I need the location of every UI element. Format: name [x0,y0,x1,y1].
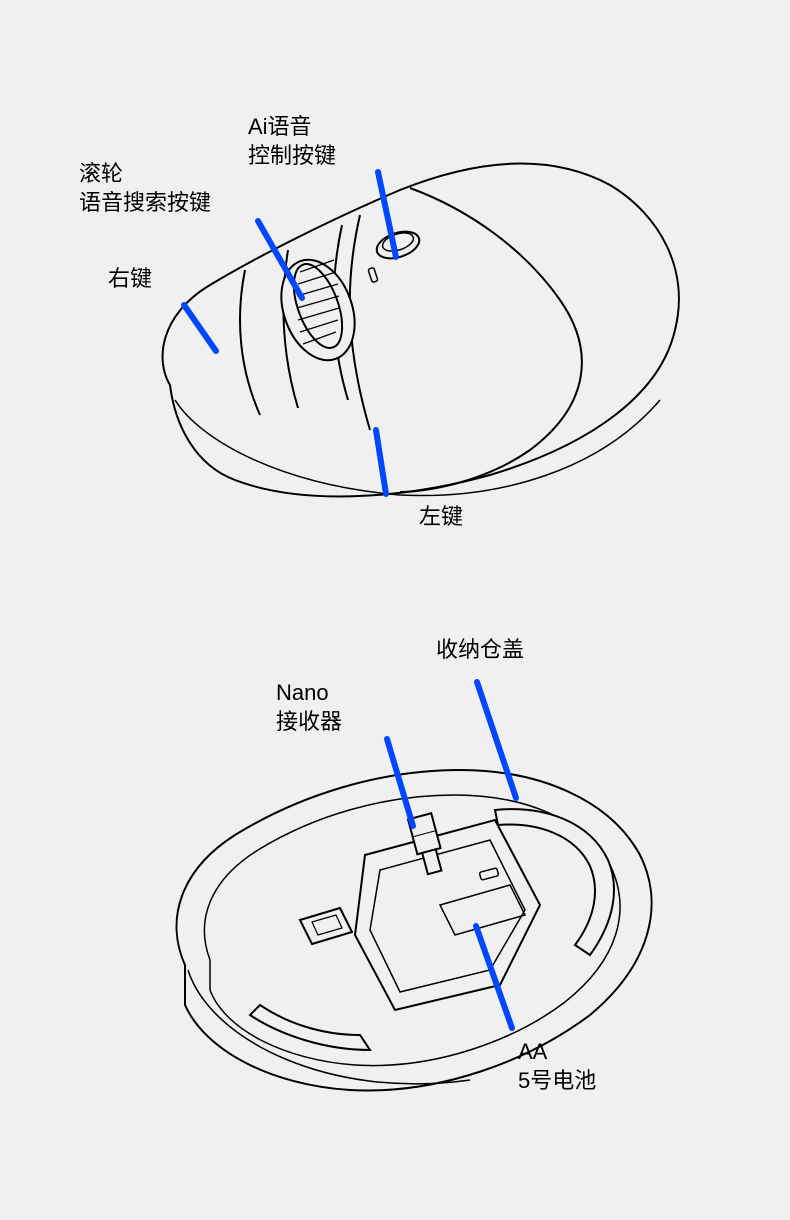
diagram-canvas: Ai语音 控制按键 滚轮 语音搜索按键 右键 左键 收纳仓盖 Nano 接收器 … [0,0,790,1220]
label-scroll: 滚轮 语音搜索按键 [79,160,211,217]
leader-scroll [258,221,302,298]
label-receiver: Nano 接收器 [276,679,342,736]
label-left-button: 左键 [419,503,463,532]
leader-receiver [387,739,413,826]
label-right-button: 右键 [108,265,152,294]
leader-right-btn [184,305,216,351]
label-ai-voice: Ai语音 控制按键 [248,113,336,170]
leader-cover [477,682,516,798]
label-battery: AA 5号电池 [518,1038,596,1095]
leader-battery [476,926,512,1028]
leader-ai-voice [378,172,396,257]
label-cover: 收纳仓盖 [436,636,524,665]
leader-left-btn [376,430,386,494]
